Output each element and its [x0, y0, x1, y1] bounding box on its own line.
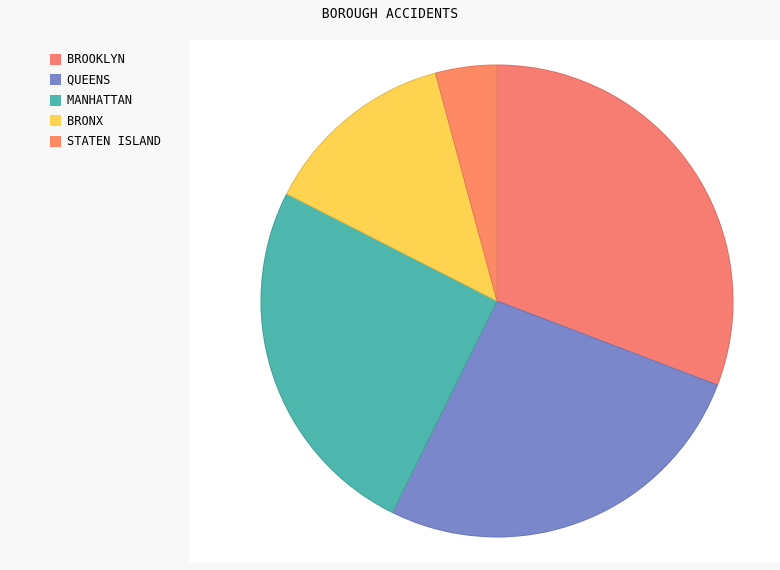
legend-item-manhattan[interactable]: MANHATTAN	[50, 90, 161, 111]
pie-slice-brooklyn[interactable]	[496, 64, 734, 386]
legend-label: QUEENS	[67, 72, 111, 87]
legend-label: STATEN ISLAND	[67, 134, 161, 149]
pie-slice-bronx[interactable]	[286, 72, 498, 302]
legend-label: BRONX	[67, 113, 104, 128]
legend-swatch	[50, 135, 61, 147]
legend-swatch	[50, 53, 61, 65]
legend-item-brooklyn[interactable]: BROOKLYN	[50, 49, 161, 70]
legend-label: MANHATTAN	[67, 93, 133, 108]
pie-slice-manhattan[interactable]	[260, 193, 498, 514]
legend-item-staten-island[interactable]: STATEN ISLAND	[50, 131, 161, 152]
chart-title: BOROUGH ACCIDENTS	[321, 7, 459, 22]
legend-label: BROOKLYN	[67, 52, 125, 67]
pie-slice-staten-island[interactable]	[434, 64, 498, 302]
legend-swatch	[50, 115, 61, 127]
legend: BROOKLYN QUEENS MANHATTAN BRONX STATEN ISLAN…	[50, 49, 161, 152]
legend-item-bronx[interactable]: BRONX	[50, 111, 161, 132]
legend-item-queens[interactable]: QUEENS	[50, 70, 161, 91]
pie-slice-queens[interactable]	[391, 300, 719, 538]
legend-swatch	[50, 94, 61, 106]
legend-swatch	[50, 74, 61, 86]
